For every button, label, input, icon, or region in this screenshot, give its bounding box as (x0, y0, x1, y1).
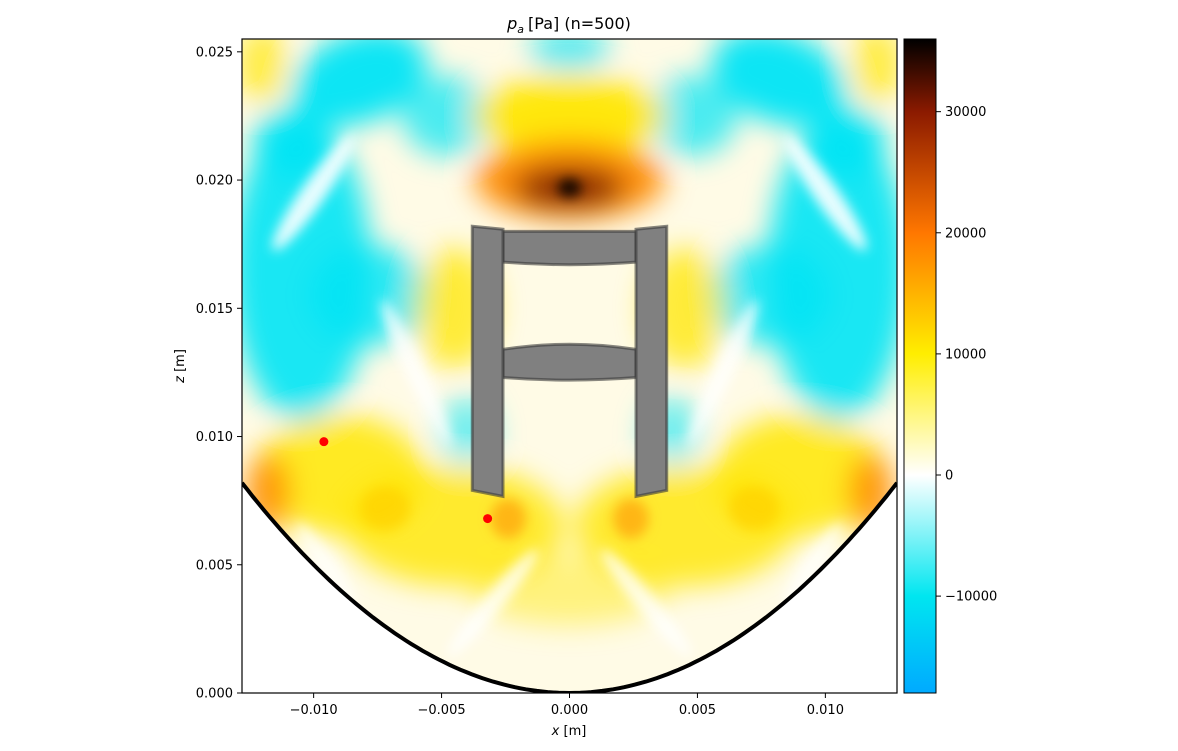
colorbar-tick-label: 30000 (945, 105, 986, 120)
x-tick-label: 0.005 (679, 703, 716, 718)
y-tick-label: 0.025 (196, 45, 233, 60)
scatter-point-1 (319, 437, 329, 447)
y-axis-label: z [m] (173, 349, 188, 384)
colorbar-ticks: −10000 0 10000 20000 30000 (936, 105, 997, 605)
y-tick-label: 0.015 (196, 302, 233, 317)
x-tick-label: 0.000 (551, 703, 588, 718)
y-tick-label: 0.005 (196, 558, 233, 573)
y-axis-ticks: 0.000 0.005 0.010 0.015 0.020 0.025 (196, 45, 242, 702)
holder-left-leg (470, 224, 505, 499)
x-tick-label: 0.010 (807, 703, 844, 718)
y-tick-label: 0.010 (196, 430, 233, 445)
plot-area (242, 39, 897, 693)
parabolic-reflector (242, 481, 897, 693)
holder-upper-bar (501, 229, 638, 267)
holder-right-leg (634, 224, 669, 499)
colorbar-tick-label: 0 (945, 469, 953, 484)
sample-holder (470, 224, 669, 499)
scatter-points (319, 437, 493, 524)
colorbar-tick-label: −10000 (945, 590, 997, 605)
colorbar-tick-label: 10000 (945, 347, 986, 362)
colorbar-tick-label: 20000 (945, 226, 986, 241)
plot-title: pa [Pa] (n=500) (506, 14, 631, 36)
scatter-point-2 (483, 514, 493, 524)
y-tick-label: 0.020 (196, 174, 233, 189)
x-tick-label: −0.010 (290, 703, 338, 718)
x-axis-label: x [m] (551, 724, 587, 739)
y-tick-label: 0.000 (196, 687, 233, 702)
x-axis-ticks: −0.010 −0.005 0.000 0.005 0.010 (290, 693, 844, 718)
colorbar (903, 38, 937, 694)
holder-lower-bar (501, 342, 638, 382)
x-tick-label: −0.005 (418, 703, 466, 718)
